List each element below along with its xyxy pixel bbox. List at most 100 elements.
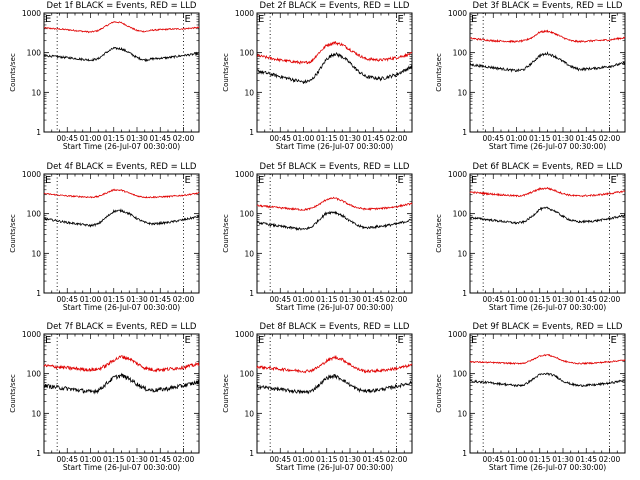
y-axis-label: Counts/sec — [222, 53, 230, 92]
chart-panel-3: Det 3f BLACK = Events, RED = LLD 1 10 100 10… — [435, 1, 626, 151]
plot-frame — [256, 12, 413, 133]
y-tick-label: 10 — [457, 88, 467, 97]
chart-panel-1: Det 1f BLACK = Events, RED = LLD 1 10 100 10… — [9, 1, 200, 151]
y-axis-label: Counts/sec — [435, 374, 443, 413]
x-tick-label: 01:00 — [293, 455, 315, 464]
series-line-red-lld — [256, 196, 413, 211]
chart-panel-9: Det 9f BLACK = Events, RED = LLD 1 10 100 10… — [435, 322, 626, 472]
corner-label-left: E — [258, 175, 264, 186]
x-tick-label: 01:45 — [575, 134, 597, 143]
chart-title: Det 9f BLACK = Events, RED = LLD — [473, 322, 623, 332]
x-tick-label: 00:45 — [482, 134, 504, 143]
chart-panel-4: Det 4f BLACK = Events, RED = LLD 1 10 100 10… — [9, 162, 200, 312]
chart-panel-8: Det 8f BLACK = Events, RED = LLD 1 10 100 10… — [222, 322, 413, 472]
y-tick-label: 1000 — [448, 330, 467, 339]
x-axis-label: Start Time (26-Jul-07 00:30:00) — [276, 303, 393, 312]
y-tick-label: 10 — [31, 249, 41, 258]
series-line-black-events — [469, 206, 626, 225]
plot-frame — [43, 333, 200, 454]
x-tick-label: 02:00 — [599, 134, 621, 143]
corner-label-left: E — [258, 14, 264, 25]
y-tick-label: 10 — [244, 409, 254, 418]
x-tick-label: 01:15 — [316, 455, 338, 464]
y-tick-label: 1 — [462, 449, 467, 458]
chart-title: Det 7f BLACK = Events, RED = LLD — [47, 322, 197, 332]
series-line-red-lld — [43, 188, 200, 199]
x-tick-label: 02:00 — [599, 455, 621, 464]
series-line-red-lld — [43, 354, 200, 373]
y-tick-label: 10 — [457, 249, 467, 258]
x-axis-label: Start Time (26-Jul-07 00:30:00) — [489, 142, 606, 151]
corner-label-left: E — [45, 175, 51, 186]
series-line-red-lld — [256, 354, 413, 374]
y-tick-label: 10 — [31, 88, 41, 97]
y-tick-label: 100 — [240, 49, 255, 58]
x-tick-label: 01:15 — [529, 455, 551, 464]
y-tick-label: 1000 — [235, 9, 254, 18]
x-tick-label: 01:00 — [293, 295, 315, 304]
x-tick-label: 01:00 — [506, 134, 528, 143]
x-tick-label: 00:45 — [269, 455, 291, 464]
x-tick-label: 01:45 — [575, 455, 597, 464]
x-tick-label: 01:45 — [149, 134, 171, 143]
x-tick-label: 01:45 — [575, 295, 597, 304]
chart-panel-5: Det 5f BLACK = Events, RED = LLD 1 10 100 10… — [222, 162, 413, 312]
plot-frame — [256, 173, 413, 294]
y-tick-label: 100 — [453, 370, 468, 379]
y-tick-label: 1000 — [235, 170, 254, 179]
y-tick-label: 1000 — [448, 170, 467, 179]
x-tick-label: 01:15 — [529, 295, 551, 304]
series-line-black-events — [43, 372, 200, 395]
y-tick-label: 100 — [453, 49, 468, 58]
y-tick-label: 10 — [31, 409, 41, 418]
series-line-black-events — [256, 51, 413, 84]
y-tick-label: 100 — [240, 210, 255, 219]
x-axis-label: Start Time (26-Jul-07 00:30:00) — [63, 303, 180, 312]
x-tick-label: 00:45 — [482, 455, 504, 464]
y-axis-label: Counts/sec — [222, 374, 230, 413]
chart-title: Det 3f BLACK = Events, RED = LLD — [473, 1, 623, 11]
corner-label-right: E — [398, 175, 404, 186]
y-axis-label: Counts/sec — [222, 214, 230, 253]
series-line-black-events — [43, 208, 200, 228]
y-tick-label: 1 — [36, 289, 41, 298]
series-line-black-events — [469, 372, 626, 388]
x-tick-label: 02:00 — [599, 295, 621, 304]
y-tick-label: 10 — [244, 88, 254, 97]
x-axis-label: Start Time (26-Jul-07 00:30:00) — [63, 142, 180, 151]
corner-label-left: E — [45, 335, 51, 346]
x-tick-label: 01:30 — [126, 295, 148, 304]
y-tick-label: 1000 — [22, 9, 41, 18]
x-tick-label: 00:45 — [56, 455, 78, 464]
y-tick-label: 1 — [36, 449, 41, 458]
plot-frame — [43, 12, 200, 133]
series-line-red-lld — [469, 186, 626, 198]
x-axis-label: Start Time (26-Jul-07 00:30:00) — [489, 463, 606, 472]
y-tick-label: 100 — [27, 210, 42, 219]
y-tick-label: 1 — [249, 449, 254, 458]
chart-title: Det 8f BLACK = Events, RED = LLD — [260, 322, 410, 332]
series-line-black-events — [256, 210, 413, 231]
x-tick-label: 01:15 — [103, 134, 125, 143]
x-tick-label: 00:45 — [56, 295, 78, 304]
x-tick-label: 01:00 — [506, 295, 528, 304]
x-tick-label: 00:45 — [56, 134, 78, 143]
y-axis-label: Counts/sec — [435, 214, 443, 253]
y-tick-label: 100 — [453, 210, 468, 219]
x-axis-label: Start Time (26-Jul-07 00:30:00) — [63, 463, 180, 472]
x-tick-label: 00:45 — [269, 134, 291, 143]
x-tick-label: 01:30 — [126, 455, 148, 464]
y-tick-label: 100 — [240, 370, 255, 379]
y-tick-label: 100 — [27, 370, 42, 379]
x-axis-label: Start Time (26-Jul-07 00:30:00) — [276, 142, 393, 151]
x-tick-label: 01:30 — [126, 134, 148, 143]
chart-title: Det 4f BLACK = Events, RED = LLD — [47, 162, 197, 172]
corner-label-left: E — [45, 14, 51, 25]
y-tick-label: 1 — [36, 128, 41, 137]
x-tick-label: 01:00 — [506, 455, 528, 464]
x-tick-label: 01:15 — [316, 134, 338, 143]
x-tick-label: 01:45 — [362, 295, 384, 304]
x-tick-label: 01:00 — [293, 134, 315, 143]
x-tick-label: 02:00 — [173, 134, 195, 143]
